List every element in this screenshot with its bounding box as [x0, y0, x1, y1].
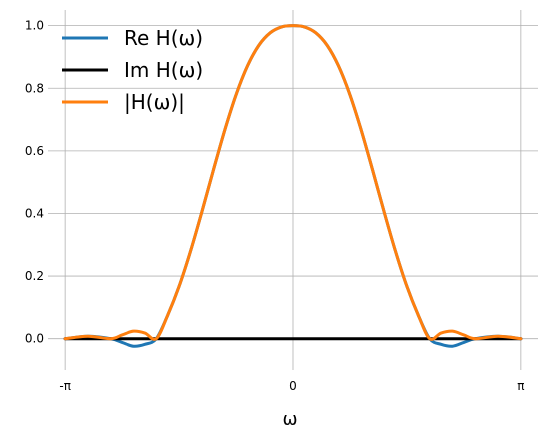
tick-labels: -π 0 π 0.0 0.2 0.4 0.6 0.8 1.0 [25, 19, 525, 393]
y-tick-label: 0.0 [25, 332, 44, 346]
legend-label: Re H(ω) [124, 26, 203, 50]
legend-label: Im H(ω) [124, 58, 203, 82]
legend: Re H(ω) Im H(ω) |H(ω)| [62, 26, 203, 114]
x-tick-label: 0 [289, 379, 297, 393]
y-tick-label: 0.8 [25, 81, 44, 95]
legend-label: |H(ω)| [124, 90, 185, 114]
x-tick-label: -π [59, 379, 71, 393]
grid [48, 10, 538, 370]
series-lines [63, 24, 523, 348]
y-tick-label: 1.0 [25, 19, 44, 33]
y-tick-label: 0.4 [25, 206, 44, 220]
x-axis-label: ω [282, 409, 297, 430]
x-tick-label: π [517, 379, 524, 393]
y-tick-label: 0.6 [25, 144, 44, 158]
y-tick-label: 0.2 [25, 269, 44, 283]
series-line-2 [63, 24, 523, 341]
